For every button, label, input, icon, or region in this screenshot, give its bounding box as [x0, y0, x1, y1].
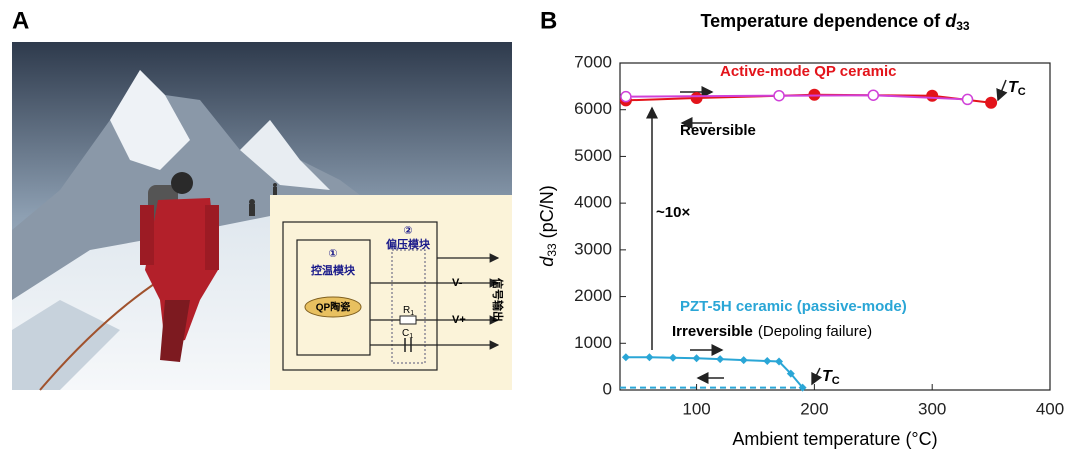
symbol: C [402, 328, 409, 339]
title-symbol: d [945, 11, 957, 31]
chart-title: Temperature dependence of d33 [700, 11, 969, 33]
y-tick-label: 6000 [574, 99, 612, 118]
module-label: 偏压模块 [386, 237, 431, 251]
y-tick-label: 5000 [574, 146, 612, 165]
y-tick-label: 0 [603, 379, 612, 398]
output-label: 信号输出 [491, 278, 505, 322]
title-subscript: 33 [956, 19, 970, 33]
point [739, 356, 748, 365]
series-line [625, 94, 968, 101]
point [773, 89, 785, 102]
capacitor-label: C1 [402, 328, 413, 340]
point [961, 93, 974, 106]
panel-label: A [12, 7, 29, 34]
y-tick-label: 7000 [574, 52, 612, 71]
annotation: ~10× [656, 204, 690, 221]
series-label: Active-mode QP ceramic [720, 63, 896, 80]
annotation-note: (Depoling failure) [758, 323, 872, 340]
series-label: PZT-5H ceramic (passive-mode) [680, 298, 907, 315]
symbol: R [403, 305, 410, 316]
resistor-label: R1 [403, 305, 414, 317]
annotation: Reversible [680, 122, 756, 139]
tc-subscript: C [832, 375, 840, 387]
tc-symbol: T [1008, 79, 1019, 96]
y-axis-label: d33 (pC/N) [537, 185, 559, 266]
point [692, 354, 701, 363]
plot-area: 0 1000 2000 3000 4000 5000 6000 7000 100 200 300 40… [574, 52, 1064, 418]
y-tick-label: 3000 [574, 239, 612, 258]
subscript: 1 [409, 333, 413, 340]
point [669, 353, 678, 362]
annotation-bold: Irreversible [672, 323, 753, 340]
climber [140, 172, 219, 362]
module-number: ① [328, 248, 337, 260]
point [621, 353, 630, 362]
module-label: 控温模块 [311, 263, 356, 277]
point [690, 92, 703, 105]
series-line [625, 356, 804, 389]
y-tick-label: 2000 [574, 286, 612, 305]
circuit-inset [270, 195, 512, 390]
ceramic-label: QP陶瓷 [316, 301, 350, 314]
tc-subscript: C [1018, 86, 1026, 98]
x-tick-label: 100 [682, 399, 710, 418]
terminal-label: V+ [452, 314, 466, 326]
tc-label: TC [1008, 79, 1026, 98]
module-number: ② [403, 225, 412, 237]
y-label-subscript: 33 [545, 243, 559, 257]
x-tick-label: 200 [800, 399, 828, 418]
point [620, 90, 632, 103]
y-label-symbol: d [537, 256, 557, 267]
point [716, 355, 725, 364]
point [926, 89, 939, 102]
y-label-unit: (pC/N) [537, 185, 557, 238]
point [985, 96, 998, 109]
subscript: 1 [410, 310, 414, 317]
point [867, 89, 880, 101]
annotation: Irreversible (Depoling failure) [672, 323, 872, 340]
panel-label: B [540, 7, 557, 34]
y-tick-label: 1000 [574, 333, 612, 352]
x-tick-label: 300 [918, 399, 946, 418]
tc-symbol: T [822, 368, 833, 385]
title-text: Temperature dependence of [700, 11, 941, 31]
plot-frame [619, 62, 1051, 391]
point [763, 357, 772, 366]
arrows [646, 79, 1008, 386]
tc-label: TC [822, 368, 840, 387]
y-tick-label: 4000 [574, 193, 612, 212]
terminal-label: V- [452, 277, 463, 289]
point [775, 357, 784, 366]
point [786, 369, 795, 378]
point [645, 353, 654, 362]
x-tick-label: 400 [1036, 399, 1064, 418]
x-axis-label: Ambient temperature (°C) [732, 429, 937, 449]
